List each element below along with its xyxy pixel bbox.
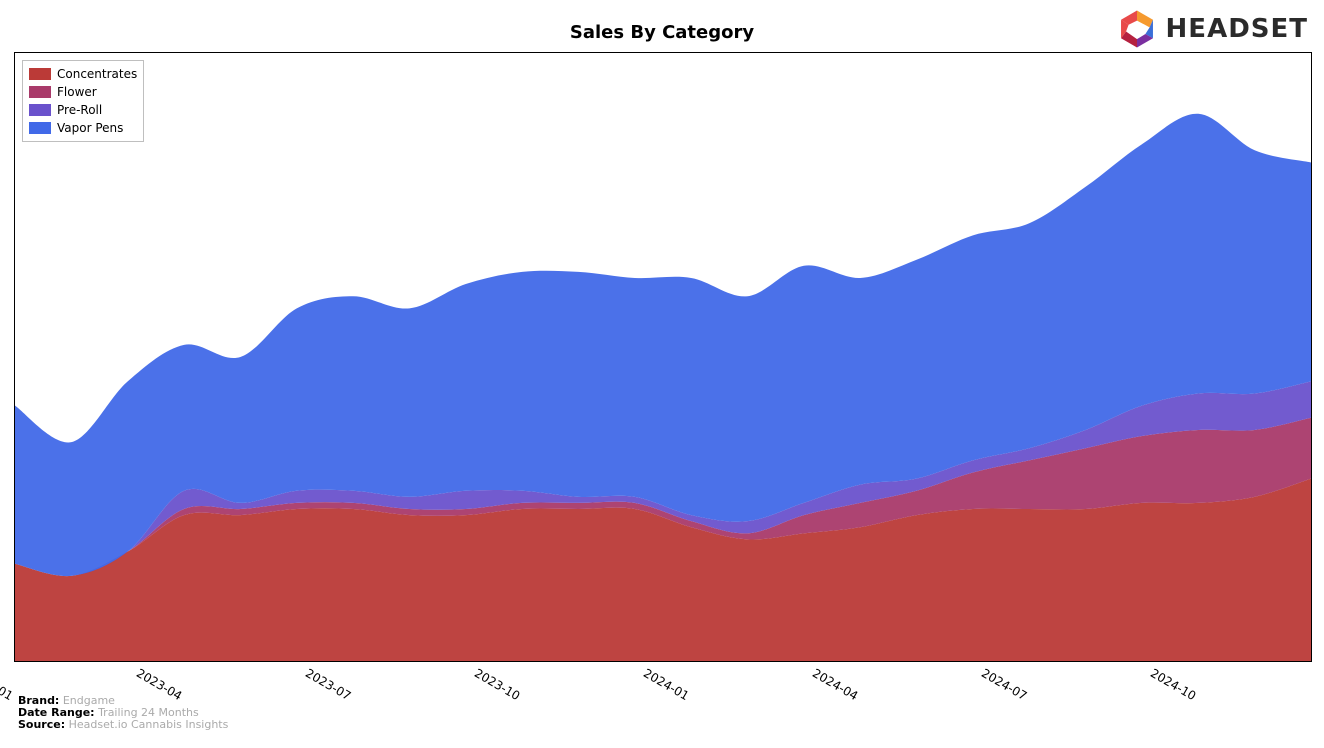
headset-logo-icon [1116,8,1158,50]
legend-label: Vapor Pens [57,119,123,137]
chart-container: Sales By Category HEADSET ConcentratesFl… [0,0,1324,748]
legend-item: Vapor Pens [29,119,137,137]
stacked-area-chart [15,53,1311,661]
legend-item: Concentrates [29,65,137,83]
x-tick-label: 2023-04 [134,666,184,703]
legend-item: Flower [29,83,137,101]
x-tick-label: 2024-07 [979,666,1029,703]
legend-label: Concentrates [57,65,137,83]
x-tick-label: 2023-10 [472,666,522,703]
legend-swatch [29,122,51,134]
legend-item: Pre-Roll [29,101,137,119]
legend-swatch [29,68,51,80]
legend-swatch [29,104,51,116]
legend-swatch [29,86,51,98]
headset-logo-text: HEADSET [1166,14,1308,44]
legend: ConcentratesFlowerPre-RollVapor Pens [22,60,144,142]
legend-label: Pre-Roll [57,101,102,119]
meta-source: Source: Headset.io Cannabis Insights [18,718,228,731]
plot-area [14,52,1312,662]
legend-label: Flower [57,83,97,101]
x-tick-label: 2024-10 [1148,666,1198,703]
x-tick-label: 2023-07 [303,666,353,703]
x-tick-label: 2024-01 [641,666,691,703]
x-tick-label: 2023-01 [0,666,15,703]
x-tick-label: 2024-04 [810,666,860,703]
headset-logo: HEADSET [1116,8,1308,50]
